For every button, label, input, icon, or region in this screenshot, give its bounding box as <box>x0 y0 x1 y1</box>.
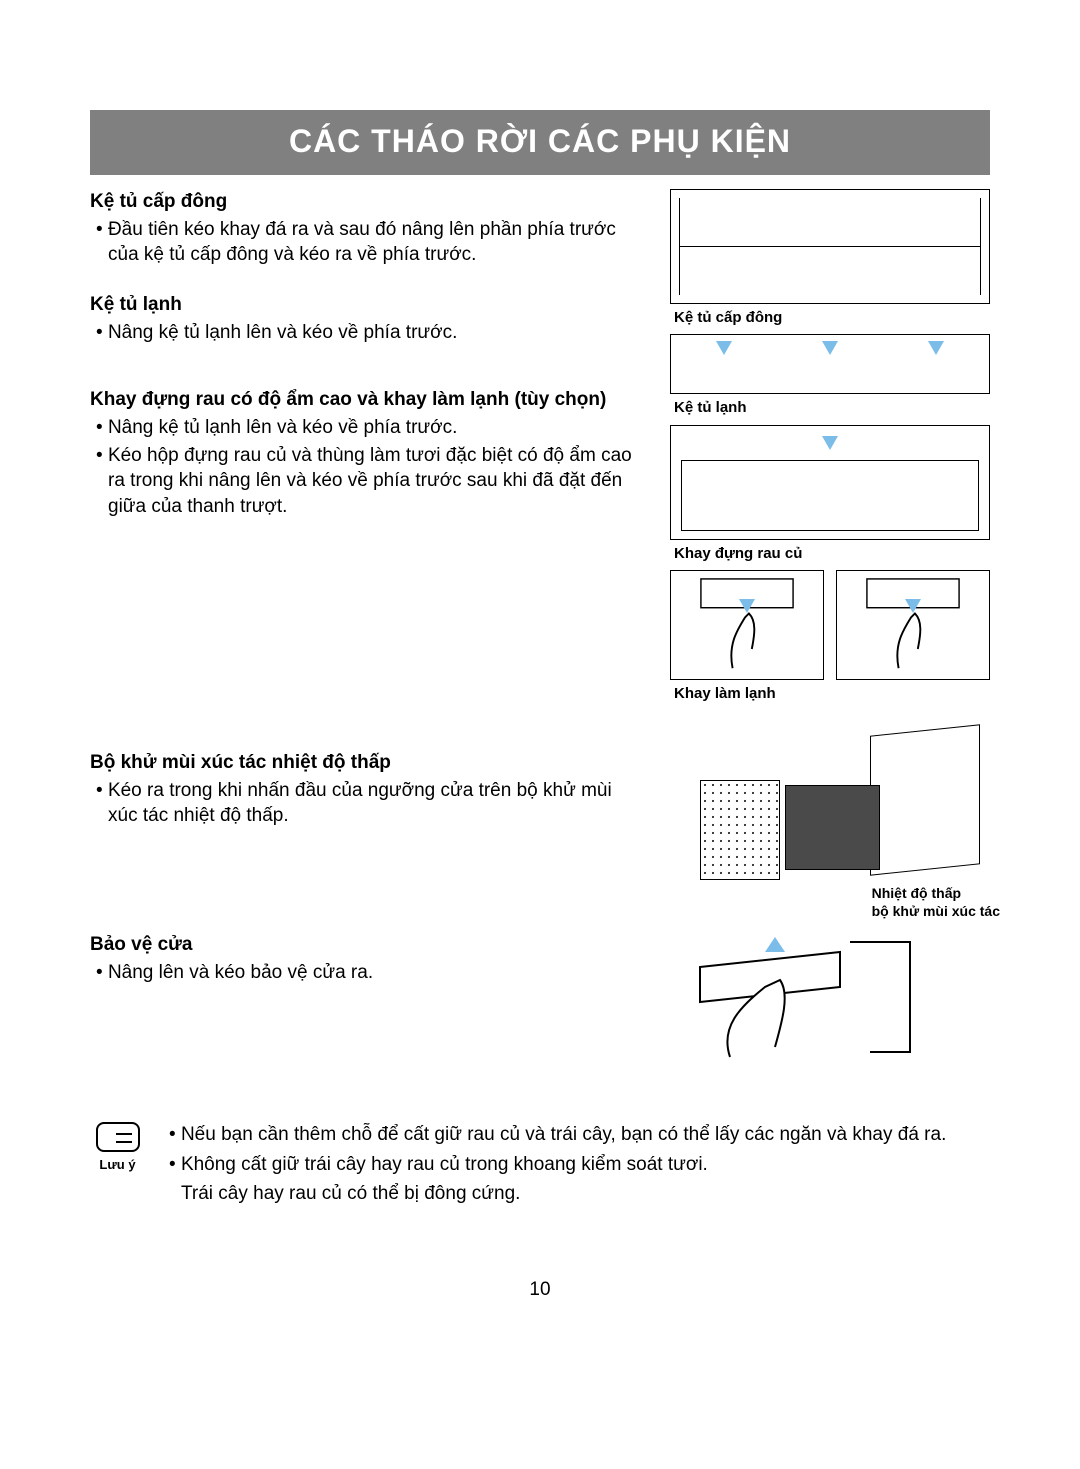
row-upper: Kệ tủ cấp đông Đầu tiên kéo khay đá ra v… <box>90 189 990 710</box>
label-freezer-shelf: Kệ tủ cấp đông <box>674 308 990 328</box>
col-fig-upper: Kệ tủ cấp đông Kệ tủ lạnh Khay đựng rau … <box>670 189 990 710</box>
bullet-fridge-shelf-1: Nâng kệ tủ lạnh lên và kéo về phía trước… <box>90 320 645 346</box>
fig-door-guard <box>670 932 990 1062</box>
col-fig-door <box>670 932 990 1062</box>
fig-veg-tray <box>670 425 990 540</box>
note-icon-wrap: Lưu ý <box>90 1122 145 1174</box>
note-label: Lưu ý <box>90 1156 145 1174</box>
arrow-down-icon <box>822 341 838 355</box>
fig-deodorizer: Nhiệt độ thấp bộ khử mùi xúc tác <box>670 750 990 910</box>
arrow-down-icon <box>822 436 838 450</box>
bullet-door-guard-1: Nâng lên và kéo bảo vệ cửa ra. <box>90 960 645 986</box>
arrow-down-icon <box>739 599 755 613</box>
note-block: Lưu ý Nếu bạn cần thêm chỗ để cất giữ ra… <box>90 1122 990 1207</box>
label-deo-line1: Nhiệt độ thấp <box>872 885 1000 903</box>
head-door-guard: Bảo vệ cửa <box>90 932 645 958</box>
note-icon <box>96 1122 140 1152</box>
arrow-down-icon <box>905 599 921 613</box>
bullet-freezer-shelf-1: Đầu tiên kéo khay đá ra và sau đó nâng l… <box>90 217 645 268</box>
bullet-deodorizer-1: Kéo ra trong khi nhấn đầu của ngưỡng cửa… <box>90 778 645 829</box>
page-number: 10 <box>90 1277 990 1303</box>
fig-freezer-shelf <box>670 334 990 394</box>
bullet-veg-tray-1: Nâng kệ tủ lạnh lên và kéo về phía trước… <box>90 415 645 441</box>
head-veg-tray: Khay đựng rau có độ ẩm cao và khay làm l… <box>90 387 645 413</box>
col-fig-deo: Nhiệt độ thấp bộ khử mùi xúc tác <box>670 750 990 910</box>
fig-cool-tray-right <box>836 570 990 680</box>
row-deodorizer: Bộ khử mùi xúc tác nhiệt độ thấp Kéo ra … <box>90 750 990 910</box>
fig-freezer-interior <box>670 189 990 304</box>
page-title: CÁC THÁO RỜI CÁC PHỤ KIỆN <box>90 110 990 175</box>
bullet-veg-tray-2: Kéo hộp đựng rau củ và thùng làm tươi đặ… <box>90 443 645 520</box>
label-fridge-shelf: Kệ tủ lạnh <box>674 398 990 418</box>
arrow-down-icon <box>716 341 732 355</box>
col-text-deo: Bộ khử mùi xúc tác nhiệt độ thấp Kéo ra … <box>90 750 645 831</box>
note-body: Nếu bạn cần thêm chỗ để cất giữ rau củ v… <box>163 1122 946 1207</box>
col-text-upper: Kệ tủ cấp đông Đầu tiên kéo khay đá ra v… <box>90 189 645 521</box>
note-bullet-2: Không cất giữ trái cây hay rau củ trong … <box>163 1152 946 1178</box>
label-cool-tray: Khay làm lạnh <box>674 684 990 704</box>
label-veg-tray: Khay đựng rau củ <box>674 544 990 564</box>
label-deo-line2: bộ khử mùi xúc tác <box>872 903 1000 921</box>
note-bullet-1: Nếu bạn cần thêm chỗ để cất giữ rau củ v… <box>163 1122 946 1148</box>
head-freezer-shelf: Kệ tủ cấp đông <box>90 189 645 215</box>
head-deodorizer: Bộ khử mùi xúc tác nhiệt độ thấp <box>90 750 645 776</box>
fig-cool-tray-pair <box>670 570 990 680</box>
arrow-down-icon <box>928 341 944 355</box>
row-door-guard: Bảo vệ cửa Nâng lên và kéo bảo vệ cửa ra… <box>90 932 990 1062</box>
col-text-door: Bảo vệ cửa Nâng lên và kéo bảo vệ cửa ra… <box>90 932 645 987</box>
fig-cool-tray-left <box>670 570 824 680</box>
head-fridge-shelf: Kệ tủ lạnh <box>90 292 645 318</box>
note-bullet-2-cont: Trái cây hay rau củ có thể bị đông cứng. <box>163 1181 946 1207</box>
